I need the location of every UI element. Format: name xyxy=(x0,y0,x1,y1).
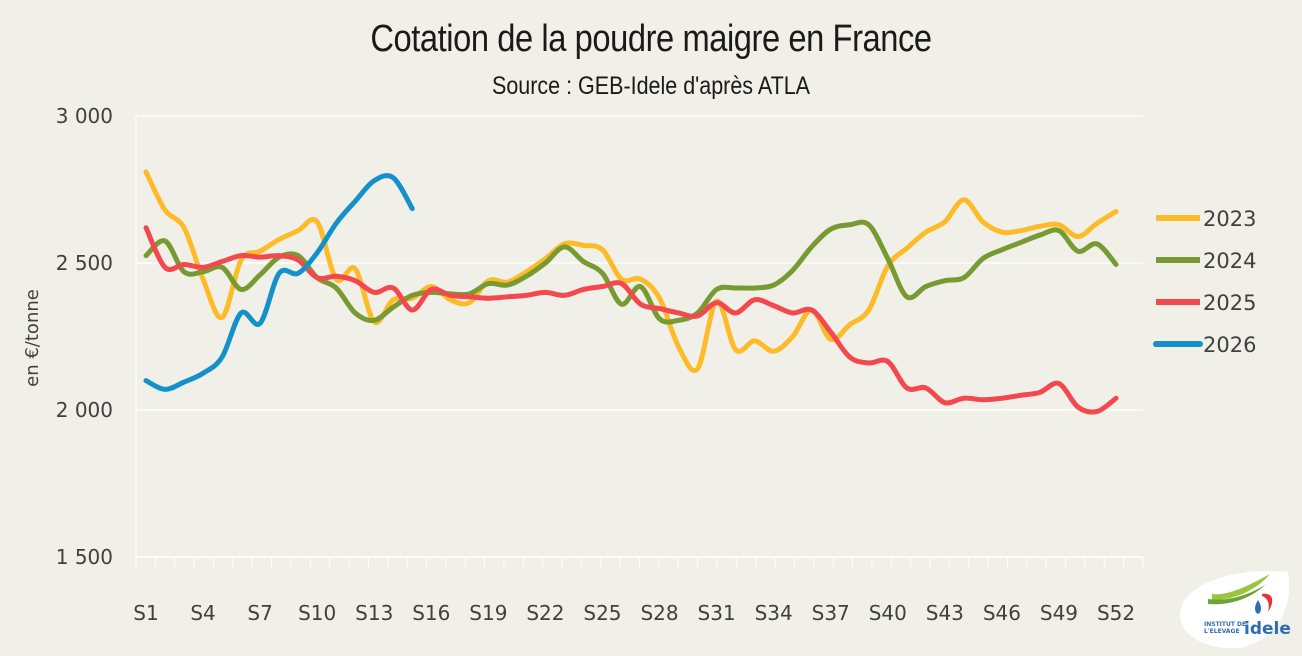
x-tick-label: S22 xyxy=(526,601,564,625)
x-tick-label: S16 xyxy=(412,601,450,625)
x-tick-label: S34 xyxy=(755,601,793,625)
y-tick-label: 3 000 xyxy=(56,104,113,128)
x-tick-label: S52 xyxy=(1097,601,1135,625)
legend-label-2026: 2026 xyxy=(1203,333,1256,357)
x-tick-label: S37 xyxy=(812,601,850,625)
legend-label-2023: 2023 xyxy=(1203,207,1256,231)
x-tick-label: S1 xyxy=(133,601,158,625)
x-tick-label: S46 xyxy=(983,601,1021,625)
gridlines xyxy=(136,115,1143,411)
idele-logo-icon: INSTITUT DE L'ELEVAGE idele xyxy=(1180,570,1291,649)
y-axis-label: en €/tonne xyxy=(22,289,43,387)
x-tick-label: S13 xyxy=(355,601,393,625)
logo-line2: L'ELEVAGE xyxy=(1204,628,1240,635)
logo-brand: idele xyxy=(1244,619,1291,639)
x-tick-labels: S1 S4 S7 S10 S13 S16 S19 S22 S25 S28 S31 S34 S37 S40 S… xyxy=(133,601,1135,625)
x-tick-label: S28 xyxy=(640,601,678,625)
axes xyxy=(135,116,1144,567)
x-tick-label: S49 xyxy=(1040,601,1078,625)
x-tick-label: S4 xyxy=(190,601,215,625)
y-tick-label: 2 500 xyxy=(56,251,113,275)
x-tick-label: S10 xyxy=(298,601,336,625)
x-tick-label: S25 xyxy=(583,601,621,625)
series-line-2025 xyxy=(143,225,1119,415)
x-tick-label: S43 xyxy=(926,601,964,625)
chart-subtitle: Source : GEB-Idele d'après ATLA xyxy=(491,72,811,100)
x-tick-label: S7 xyxy=(247,601,272,625)
legend-label-2024: 2024 xyxy=(1203,249,1256,273)
x-tick-label: S19 xyxy=(469,601,507,625)
series-lines xyxy=(143,169,1119,415)
y-tick-labels: 1 500 2 000 2 500 3 000 xyxy=(56,104,113,569)
series-line-2023 xyxy=(143,169,1119,374)
legend: 2023 2024 2025 2026 xyxy=(1153,207,1256,357)
chart-title: Cotation de la poudre maigre en France xyxy=(370,18,932,60)
legend-label-2025: 2025 xyxy=(1203,291,1256,315)
series-line-2026 xyxy=(143,173,415,392)
logo-line1: INSTITUT DE xyxy=(1204,621,1246,628)
y-tick-label: 1 500 xyxy=(56,545,113,569)
x-tick-label: S31 xyxy=(698,601,736,625)
x-tick-label: S40 xyxy=(869,601,907,625)
y-tick-label: 2 000 xyxy=(56,398,113,422)
